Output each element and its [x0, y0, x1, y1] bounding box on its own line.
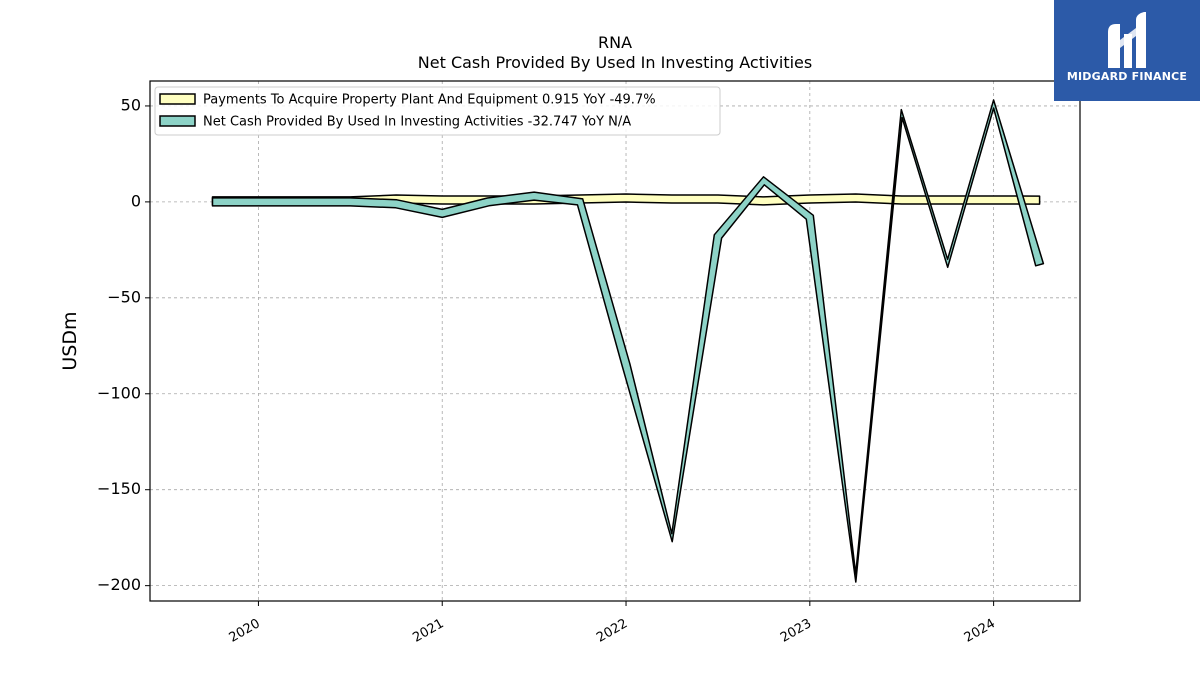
y-axis-label: USDm [59, 311, 81, 370]
x-tick-label: 2024 [962, 616, 998, 646]
y-tick-label: −150 [97, 479, 141, 498]
legend-swatch-ppe [159, 93, 196, 105]
legend-box [154, 86, 721, 136]
x-axis: 2020 2021 2022 2023 2024 [227, 601, 998, 646]
legend-label-ppe: Payments To Acquire Property Plant And E… [203, 93, 656, 108]
legend: Payments To Acquire Property Plant And E… [154, 86, 721, 136]
chart-title: RNA [598, 33, 632, 52]
x-tick-label: 2022 [594, 616, 630, 646]
x-tick-label: 2023 [778, 616, 814, 646]
y-tick-label: −200 [97, 575, 141, 594]
logo-mark-icon [1108, 12, 1146, 68]
plot-area [211, 99, 1045, 583]
legend-label-net-cash: Net Cash Provided By Used In Investing A… [203, 115, 631, 130]
midgard-finance-logo: MIDGARD FINANCE [1054, 0, 1200, 101]
logo-text: MIDGARD FINANCE [1066, 70, 1188, 83]
y-tick-label: −50 [107, 287, 141, 306]
x-tick-label: 2021 [410, 616, 446, 646]
y-tick-label: 0 [131, 191, 141, 210]
series-1-band [211, 99, 1045, 583]
x-tick-label: 2020 [227, 616, 263, 646]
y-tick-label: 50 [121, 95, 141, 114]
chart-subtitle: Net Cash Provided By Used In Investing A… [418, 53, 812, 72]
y-tick-label: −100 [97, 383, 141, 402]
plot-frame [149, 80, 1081, 602]
legend-swatch-net-cash [159, 115, 196, 127]
y-axis: 50 0 −50 −100 −150 −200 [97, 95, 150, 594]
